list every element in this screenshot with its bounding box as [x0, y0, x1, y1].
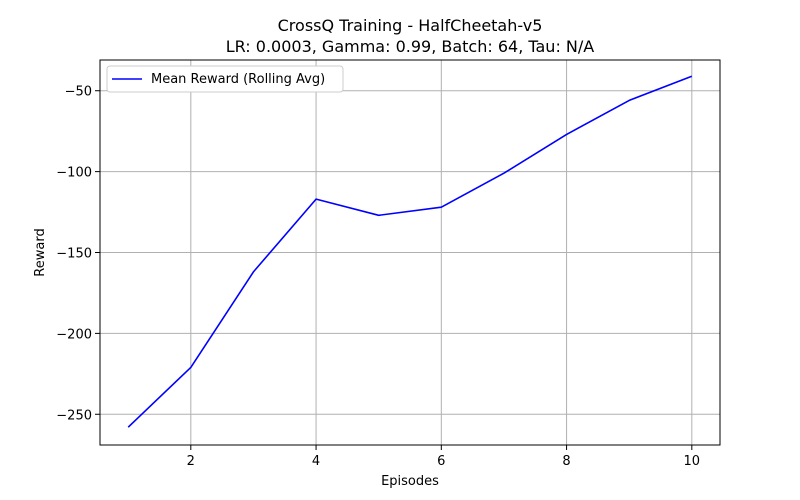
x-tick-label: 6 — [437, 454, 445, 469]
legend: Mean Reward (Rolling Avg) — [106, 65, 344, 93]
y-axis-label: Reward — [33, 228, 48, 276]
series-line — [127, 75, 693, 428]
x-tick-label: 2 — [187, 454, 195, 469]
y-tick-label: −100 — [56, 166, 92, 181]
x-axis-label: Episodes — [381, 474, 439, 489]
legend-label: Mean Reward (Rolling Avg) — [151, 72, 325, 87]
y-tick-label: −250 — [56, 408, 92, 423]
chart-subtitle: LR: 0.0003, Gamma: 0.99, Batch: 64, Tau:… — [226, 37, 595, 56]
x-tick-label: 8 — [562, 454, 570, 469]
series-layer — [127, 75, 693, 428]
x-tick-label: 4 — [312, 454, 320, 469]
x-tick-label: 10 — [684, 454, 701, 469]
y-tick-label: −200 — [56, 327, 92, 342]
y-tick-label: −150 — [56, 247, 92, 262]
legend-box — [106, 65, 344, 93]
chart-title: CrossQ Training - HalfCheetah-v5 — [278, 16, 543, 35]
axis-ticks: 2 4 6 8 10 −250 −200 −150 −100 −50 — [56, 85, 700, 469]
y-tick-label: −50 — [65, 85, 92, 100]
grid — [100, 60, 720, 445]
